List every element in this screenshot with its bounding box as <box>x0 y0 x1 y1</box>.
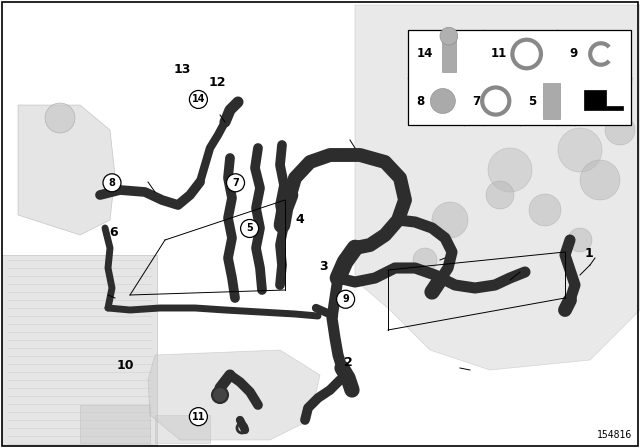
Text: 154816: 154816 <box>596 430 632 440</box>
Bar <box>408 30 631 125</box>
Bar <box>543 83 560 119</box>
Circle shape <box>189 90 207 108</box>
Polygon shape <box>584 90 623 110</box>
Circle shape <box>533 43 577 87</box>
Text: 14: 14 <box>417 47 433 60</box>
Text: 1: 1 <box>584 246 593 260</box>
Circle shape <box>45 103 75 133</box>
Text: 8: 8 <box>109 178 115 188</box>
Text: 3: 3 <box>319 260 328 273</box>
Polygon shape <box>148 350 320 440</box>
Text: 10: 10 <box>116 358 134 372</box>
Circle shape <box>212 387 228 403</box>
Text: 5: 5 <box>528 95 536 108</box>
Text: 5: 5 <box>246 224 253 233</box>
Text: 4: 4 <box>295 213 304 226</box>
Text: 11: 11 <box>191 412 205 422</box>
Circle shape <box>488 148 532 192</box>
Circle shape <box>458 58 502 102</box>
Circle shape <box>189 408 207 426</box>
Circle shape <box>432 202 468 238</box>
Circle shape <box>568 228 592 252</box>
Text: 13: 13 <box>173 63 191 76</box>
Circle shape <box>337 290 355 308</box>
Bar <box>80 405 150 443</box>
Bar <box>442 36 456 72</box>
Text: 9: 9 <box>569 47 577 60</box>
Circle shape <box>103 174 121 192</box>
Circle shape <box>413 248 437 272</box>
Circle shape <box>440 27 458 45</box>
Text: 11: 11 <box>491 47 507 60</box>
Text: 9: 9 <box>342 294 349 304</box>
Polygon shape <box>18 105 115 235</box>
Text: 6: 6 <box>109 225 118 239</box>
Circle shape <box>605 115 635 145</box>
Text: 12: 12 <box>209 76 227 90</box>
Text: 7: 7 <box>472 95 480 108</box>
Circle shape <box>486 181 514 209</box>
Text: 14: 14 <box>191 95 205 104</box>
Circle shape <box>580 160 620 200</box>
Circle shape <box>588 58 632 102</box>
Circle shape <box>558 128 602 172</box>
Polygon shape <box>355 5 640 370</box>
Circle shape <box>227 174 244 192</box>
Circle shape <box>430 89 455 113</box>
Text: 7: 7 <box>232 178 239 188</box>
Bar <box>155 415 210 443</box>
Circle shape <box>241 220 259 237</box>
Text: 2: 2 <box>344 356 353 370</box>
Bar <box>2 255 157 445</box>
Text: 8: 8 <box>417 95 425 108</box>
Circle shape <box>529 194 561 226</box>
